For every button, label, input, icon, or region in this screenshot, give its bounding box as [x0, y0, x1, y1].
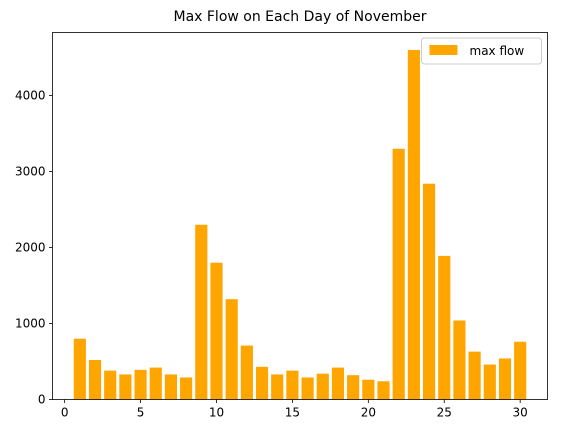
bar-day-6 [149, 367, 162, 400]
bar-day-17 [316, 373, 329, 400]
bar-day-22 [392, 148, 405, 400]
bar-day-13 [255, 366, 269, 400]
y-tick-label: 1000 [15, 317, 46, 331]
x-tick-label: 15 [285, 406, 300, 420]
bar-day-26 [453, 320, 466, 400]
bar-day-27 [468, 351, 481, 400]
bar-day-16 [301, 377, 314, 400]
bar-day-20 [362, 379, 375, 400]
y-tick-label: 4000 [15, 89, 46, 103]
bar-day-28 [483, 364, 496, 400]
y-tick-label: 0 [38, 393, 46, 407]
bar-day-10 [210, 262, 223, 400]
y-tick-label: 3000 [15, 165, 46, 179]
bar-day-15 [286, 370, 299, 400]
bar-day-4 [119, 374, 132, 400]
x-tick-label: 20 [361, 406, 376, 420]
bar-day-21 [377, 381, 390, 400]
bar-day-18 [331, 367, 345, 400]
bar-day-1 [73, 338, 86, 400]
chart-title: Max Flow on Each Day of November [173, 9, 426, 25]
bar-day-23 [407, 49, 420, 400]
bar-day-24 [422, 183, 436, 400]
bar-day-11 [225, 299, 238, 400]
bar-day-30 [514, 341, 527, 400]
bar-day-2 [88, 359, 102, 400]
x-axis: 0 5 10 15 20 25 30 [61, 399, 528, 420]
x-tick-label: 25 [437, 406, 452, 420]
plot-frame [52, 32, 548, 400]
legend: max flow [421, 37, 542, 65]
legend-swatch [429, 45, 458, 55]
legend-box [421, 37, 542, 65]
bar-day-14 [271, 374, 284, 400]
x-tick-label: 5 [137, 406, 145, 420]
bar-day-7 [164, 374, 178, 400]
x-tick-label: 30 [513, 406, 528, 420]
bar-day-29 [498, 358, 512, 400]
bar-day-12 [240, 345, 253, 400]
bar-day-5 [134, 369, 147, 400]
legend-label: max flow [470, 44, 525, 58]
bar-day-19 [347, 375, 360, 400]
bar-day-8 [180, 377, 193, 400]
bar-day-9 [195, 224, 208, 400]
bars-group [73, 49, 527, 400]
bar-day-25 [438, 255, 451, 400]
x-tick-label: 0 [61, 406, 69, 420]
y-tick-label: 2000 [15, 241, 46, 255]
x-tick-label: 10 [209, 406, 224, 420]
y-axis: 0 1000 2000 3000 4000 [15, 89, 53, 407]
bar-day-3 [104, 370, 117, 400]
